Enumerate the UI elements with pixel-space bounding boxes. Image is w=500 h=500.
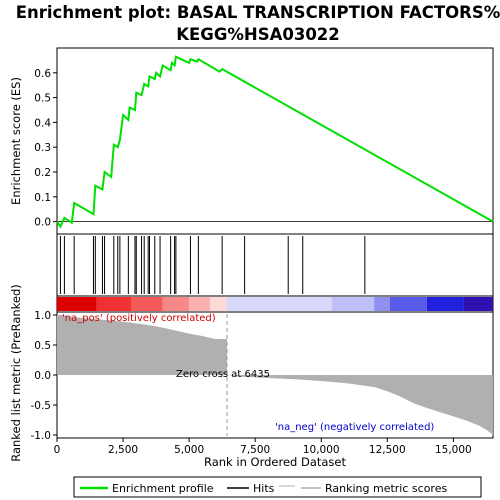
x-tick-label: 0 [54, 444, 61, 456]
chart-title-line-2: KEGG%HSA03022 [176, 25, 340, 44]
x-tick-label: 2,500 [108, 444, 138, 456]
pos-correlated-label: 'na_pos' (positively correlated) [62, 313, 216, 324]
color-bar-segment [130, 297, 163, 311]
es-y-axis-label: Enrichment score (ES) [9, 77, 23, 205]
color-bar-segment [227, 297, 332, 311]
rank-y-tick-label: 1.0 [34, 310, 51, 322]
rank-y-tick-label: 0.0 [34, 370, 51, 382]
color-bar-segment [374, 297, 390, 311]
legend-ranking-label: Ranking metric scores [325, 482, 447, 495]
es-panel: 0.0 0.1 0.2 0.3 0.4 0.5 0.6 Enrichment score (… [9, 47, 494, 235]
legend: Enrichment profile Hits Ranking metric s… [73, 476, 482, 498]
color-bar-segment [162, 297, 190, 311]
es-y-tick-label: 0.6 [34, 68, 51, 80]
x-axis-label: Rank in Ordered Dataset [204, 455, 347, 469]
es-y-tick-label: 0.4 [34, 117, 51, 129]
es-y-tick-label: 0.2 [34, 167, 51, 179]
rank-color-bar [56, 295, 494, 313]
color-bar-segment [96, 297, 131, 311]
color-bar-segment [189, 297, 211, 311]
legend-hits-label: Hits [253, 482, 275, 495]
color-bar-segment [463, 297, 493, 311]
hits-panel-frame [56, 233, 494, 297]
es-y-tick-label: 0.0 [34, 217, 51, 229]
es-y-tick-label: 0.1 [34, 192, 51, 204]
ranking-y-axis-label: Ranked list metric (PreRanked) [9, 284, 23, 462]
neg-correlated-label: 'na_neg' (negatively correlated) [275, 422, 434, 433]
chart-title-line-1: Enrichment plot: BASAL TRANSCRIPTION FAC… [16, 3, 500, 22]
rank-y-tick-label: -1.0 [31, 430, 52, 442]
color-bar-segment [426, 297, 464, 311]
x-tick-label: 12,500 [369, 444, 406, 456]
es-y-tick-label: 0.3 [34, 142, 51, 154]
color-bar-segment [210, 297, 228, 311]
x-tick-label: 7,500 [240, 444, 270, 456]
x-tick-label: 10,000 [303, 444, 340, 456]
x-tick-label: 5,000 [174, 444, 204, 456]
zero-cross-label: Zero cross at 6435 [176, 369, 270, 380]
enrichment-profile-line [56, 55, 494, 229]
x-axis: 0 2,500 5,000 7,500 10,000 12,500 15,000 [54, 438, 472, 456]
legend-frame [73, 476, 482, 498]
rank-y-tick-label: 0.5 [34, 340, 51, 352]
ranking-panel: 1.0 0.5 0.0 -0.5 -1.0 'na_pos' (positively c… [9, 284, 494, 462]
es-panel-frame [56, 47, 494, 235]
legend-enrichment-label: Enrichment profile [112, 482, 214, 495]
color-bar-segment [57, 297, 97, 311]
ranking-metric-area [57, 315, 493, 435]
rank-y-tick-label: -0.5 [31, 400, 52, 412]
x-tick-label: 15,000 [435, 444, 472, 456]
es-y-tick-label: 0.5 [34, 93, 51, 105]
color-bar-segment [331, 297, 375, 311]
hits-panel [56, 233, 494, 297]
color-bar-segment [389, 297, 427, 311]
